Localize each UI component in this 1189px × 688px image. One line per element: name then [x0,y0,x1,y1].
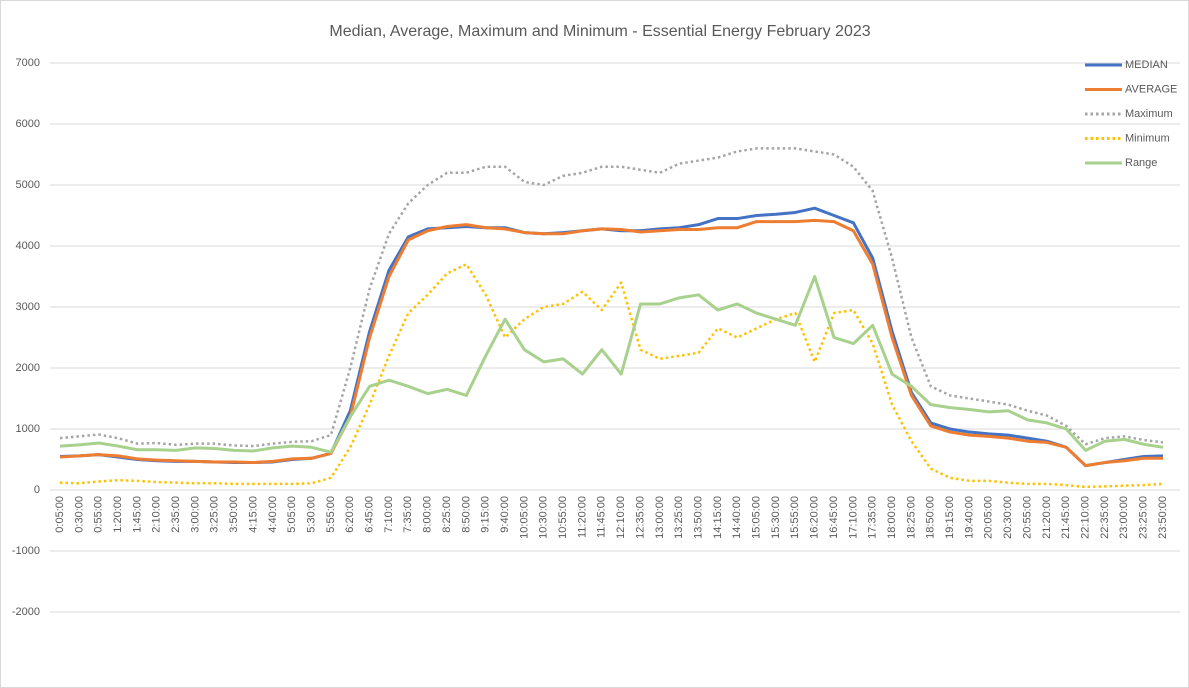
x-tick-label: 14:15:00 [712,496,724,539]
plot [59,147,1164,489]
x-tick-label: 8:50:00 [460,496,472,533]
legend-label: AVERAGE [1125,83,1177,95]
legend-label: Range [1125,157,1157,169]
x-tick-label: 21:20:00 [1041,496,1053,539]
x-tick-label: 18:25:00 [905,496,917,539]
x-tick-label: 21:45:00 [1060,496,1072,539]
x-tick-label: 10:05:00 [518,496,530,539]
axis-labels: -2000 -1000 0 1000 2000 3000 4000 5000 6000 7000 0… [12,57,1169,618]
x-tick-label: 7:35:00 [402,496,414,533]
x-tick-label: 1:45:00 [131,496,143,533]
x-tick-label: 5:55:00 [325,496,337,533]
x-tick-label: 15:30:00 [770,496,782,539]
x-tick-label: 3:00:00 [189,496,201,533]
x-tick-label: 10:30:00 [538,496,550,539]
series-line [59,263,1164,489]
x-tick-label: 15:05:00 [751,496,763,539]
x-tick-label: 13:00:00 [654,496,666,539]
x-tick-label: 22:10:00 [1080,496,1092,539]
x-tick-label: 16:45:00 [828,496,840,539]
y-tick-label: 3000 [16,301,40,313]
x-tick-label: 9:40:00 [499,496,511,533]
y-tick-label: 5000 [16,179,40,191]
x-tick-label: 11:20:00 [576,496,588,538]
series-line [59,218,1163,468]
x-tick-label: 23:00:00 [1118,496,1130,539]
legend-label: MEDIAN [1125,59,1168,71]
x-tick-label: 3:50:00 [228,496,240,533]
x-tick-label: 20:30:00 [1002,496,1014,539]
x-tick-label: 19:40:00 [963,496,975,539]
x-tick-label: 4:15:00 [247,496,259,533]
x-tick-label: 19:15:00 [944,496,956,539]
x-tick-label: 8:25:00 [441,496,453,533]
x-tick-label: 11:45:00 [596,496,608,538]
series-line [59,147,1164,448]
x-tick-label: 20:55:00 [1021,496,1033,539]
y-tick-label: -1000 [12,545,40,557]
x-tick-label: 12:35:00 [634,496,646,539]
x-tick-label: 6:20:00 [344,496,356,533]
x-tick-label: 14:40:00 [731,496,743,539]
x-tick-label: 23:50:00 [1157,496,1169,539]
legend-label: Minimum [1125,132,1170,144]
x-tick-label: 10:55:00 [557,496,569,539]
x-tick-label: 7:10:00 [383,496,395,533]
x-tick-label: 18:50:00 [925,496,937,539]
x-tick-label: 0:05:00 [54,496,66,533]
y-tick-label: 4000 [16,240,40,252]
x-tick-label: 13:50:00 [692,496,704,539]
chart-title: Median, Average, Maximum and Minimum - E… [329,23,870,40]
x-tick-label: 15:55:00 [789,496,801,539]
x-tick-label: 20:05:00 [983,496,995,539]
x-tick-label: 1:20:00 [112,496,124,533]
x-tick-label: 17:35:00 [867,496,879,539]
legend: MEDIAN AVERAGE Maximum Minimum Range [1085,59,1177,169]
x-tick-label: 6:45:00 [364,496,376,533]
x-tick-label: 22:35:00 [1099,496,1111,539]
x-tick-label: 16:20:00 [809,496,821,539]
x-tick-label: 12:10:00 [615,496,627,539]
x-tick-label: 8:00:00 [422,496,434,533]
legend-label: Maximum [1125,108,1173,120]
x-tick-label: 5:30:00 [305,496,317,533]
x-tick-label: 0:30:00 [73,496,85,533]
x-tick-label: 2:10:00 [151,496,163,533]
y-tick-label: 6000 [16,118,40,130]
x-tick-label: 2:35:00 [170,496,182,533]
x-tick-label: 23:25:00 [1138,496,1150,539]
x-tick-label: 17:10:00 [847,496,859,539]
x-tick-label: 18:00:00 [886,496,898,539]
x-tick-label: 3:25:00 [209,496,221,533]
y-tick-label: 0 [34,484,40,496]
x-tick-label: 0:55:00 [93,496,105,533]
y-tick-label: 7000 [16,57,40,69]
x-tick-label: 5:05:00 [286,496,298,533]
series-line [59,275,1164,454]
x-tick-label: 13:25:00 [673,496,685,539]
x-tick-label: 4:40:00 [267,496,279,533]
y-tick-label: 1000 [16,423,40,435]
y-tick-label: -2000 [12,606,40,618]
x-tick-label: 9:15:00 [480,496,492,533]
y-tick-label: 2000 [16,362,40,374]
